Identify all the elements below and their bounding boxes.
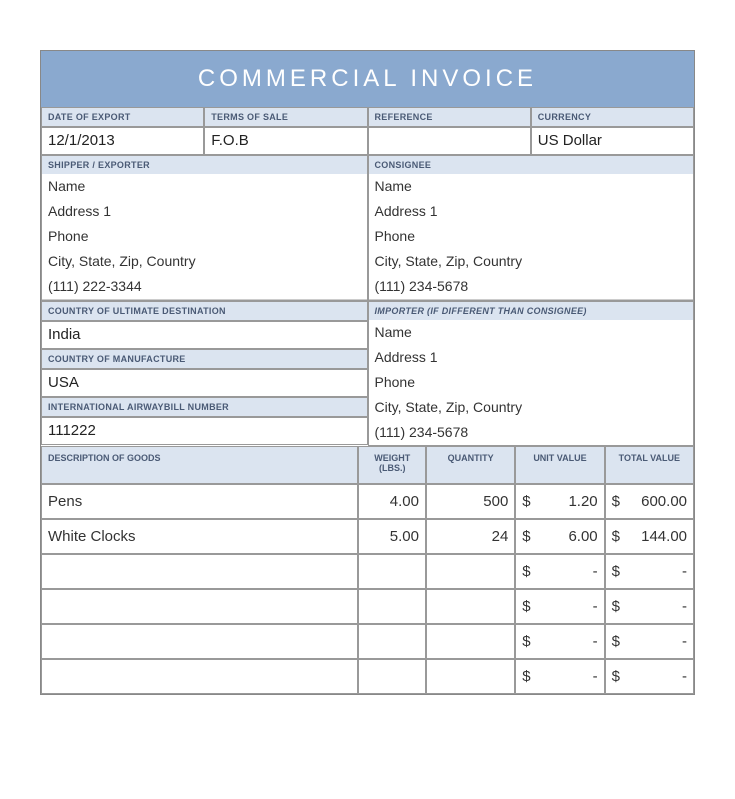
goods-row: White Clocks5.0024$6.00$144.00: [41, 519, 694, 554]
goods-row: $-$-: [41, 554, 694, 589]
goods-description: [41, 589, 358, 624]
importer-address1: Address 1: [369, 345, 694, 370]
importer-phone-label: Phone: [369, 370, 694, 395]
goods-row: $-$-: [41, 659, 694, 694]
shipper-address1: Address 1: [42, 199, 367, 224]
label-consignee: CONSIGNEE: [369, 156, 694, 174]
consignee-block: CONSIGNEE Name Address 1 Phone City, Sta…: [368, 155, 695, 301]
invoice-title: COMMERCIAL INVOICE: [41, 51, 694, 107]
consignee-phone-label: Phone: [369, 224, 694, 249]
label-importer: IMPORTER (IF DIFFERENT THAN CONSIGNEE): [369, 302, 694, 320]
consignee-address1: Address 1: [369, 199, 694, 224]
shipper-name: Name: [42, 174, 367, 199]
goods-unit-value: $-: [515, 659, 604, 694]
col-description: DESCRIPTION OF GOODS: [41, 446, 358, 484]
goods-weight: 5.00: [358, 519, 426, 554]
shipper-block: SHIPPER / EXPORTER Name Address 1 Phone …: [41, 155, 368, 301]
value-currency: US Dollar: [531, 127, 694, 155]
goods-unit-value: $6.00: [515, 519, 604, 554]
goods-row: $-$-: [41, 589, 694, 624]
value-reference: [368, 127, 531, 155]
label-date-of-export: DATE OF EXPORT: [41, 107, 204, 127]
label-terms-of-sale: TERMS OF SALE: [204, 107, 367, 127]
importer-name: Name: [369, 320, 694, 345]
goods-total-value: $-: [605, 554, 694, 589]
goods-quantity: 24: [426, 519, 515, 554]
goods-description: [41, 624, 358, 659]
label-currency: CURRENCY: [531, 107, 694, 127]
importer-block: IMPORTER (IF DIFFERENT THAN CONSIGNEE) N…: [368, 301, 695, 446]
goods-weight: 4.00: [358, 484, 426, 519]
goods-unit-value: $-: [515, 554, 604, 589]
goods-weight: [358, 554, 426, 589]
label-shipper: SHIPPER / EXPORTER: [42, 156, 367, 174]
value-country-dest: India: [41, 321, 368, 349]
goods-description: Pens: [41, 484, 358, 519]
left-meta-block: COUNTRY OF ULTIMATE DESTINATION India CO…: [41, 301, 368, 446]
goods-description: [41, 554, 358, 589]
goods-quantity: [426, 589, 515, 624]
value-awb: 111222: [41, 417, 368, 445]
goods-unit-value: $1.20: [515, 484, 604, 519]
goods-quantity: 500: [426, 484, 515, 519]
goods-quantity: [426, 554, 515, 589]
goods-total-value: $-: [605, 589, 694, 624]
label-country-manu: COUNTRY OF MANUFACTURE: [41, 349, 368, 369]
value-country-manu: USA: [41, 369, 368, 397]
shipper-city-state-zip: City, State, Zip, Country: [42, 249, 367, 274]
goods-weight: [358, 624, 426, 659]
label-awb: INTERNATIONAL AIRWAYBILL NUMBER: [41, 397, 368, 417]
invoice-form: COMMERCIAL INVOICE DATE OF EXPORT 12/1/2…: [40, 50, 695, 695]
goods-description: [41, 659, 358, 694]
col-total-value: TOTAL VALUE: [605, 446, 694, 484]
shipper-phone: (111) 222-3344: [42, 274, 367, 300]
importer-phone: (111) 234-5678: [369, 420, 694, 445]
col-unit-value: UNIT VALUE: [515, 446, 604, 484]
importer-city-state-zip: City, State, Zip, Country: [369, 395, 694, 420]
goods-total-value: $-: [605, 659, 694, 694]
col-quantity: QUANTITY: [426, 446, 515, 484]
goods-row: $-$-: [41, 624, 694, 659]
goods-table-body: Pens4.00500$1.20$600.00White Clocks5.002…: [41, 484, 694, 694]
goods-weight: [358, 589, 426, 624]
goods-weight: [358, 659, 426, 694]
goods-description: White Clocks: [41, 519, 358, 554]
label-reference: REFERENCE: [368, 107, 531, 127]
goods-total-value: $144.00: [605, 519, 694, 554]
goods-unit-value: $-: [515, 589, 604, 624]
goods-total-value: $600.00: [605, 484, 694, 519]
value-date-of-export: 12/1/2013: [41, 127, 204, 155]
goods-header-row: DESCRIPTION OF GOODS WEIGHT (LBS.) QUANT…: [41, 446, 694, 484]
label-country-dest: COUNTRY OF ULTIMATE DESTINATION: [41, 301, 368, 321]
col-weight: WEIGHT (LBS.): [358, 446, 426, 484]
shipper-phone-label: Phone: [42, 224, 367, 249]
meta-row: DATE OF EXPORT 12/1/2013 TERMS OF SALE F…: [41, 107, 694, 155]
goods-total-value: $-: [605, 624, 694, 659]
value-terms-of-sale: F.O.B: [204, 127, 367, 155]
goods-row: Pens4.00500$1.20$600.00: [41, 484, 694, 519]
consignee-city-state-zip: City, State, Zip, Country: [369, 249, 694, 274]
consignee-phone: (111) 234-5678: [369, 274, 694, 300]
goods-unit-value: $-: [515, 624, 604, 659]
goods-quantity: [426, 624, 515, 659]
goods-quantity: [426, 659, 515, 694]
consignee-name: Name: [369, 174, 694, 199]
